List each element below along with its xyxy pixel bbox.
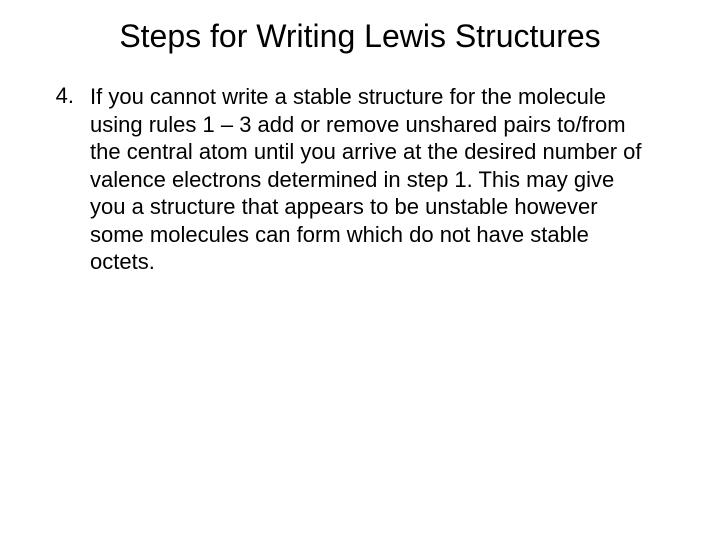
item-number: 4. (40, 83, 90, 109)
list-item: 4. If you cannot write a stable structur… (40, 83, 680, 276)
slide-title: Steps for Writing Lewis Structures (40, 18, 680, 55)
item-body-text: If you cannot write a stable structure f… (90, 83, 680, 276)
